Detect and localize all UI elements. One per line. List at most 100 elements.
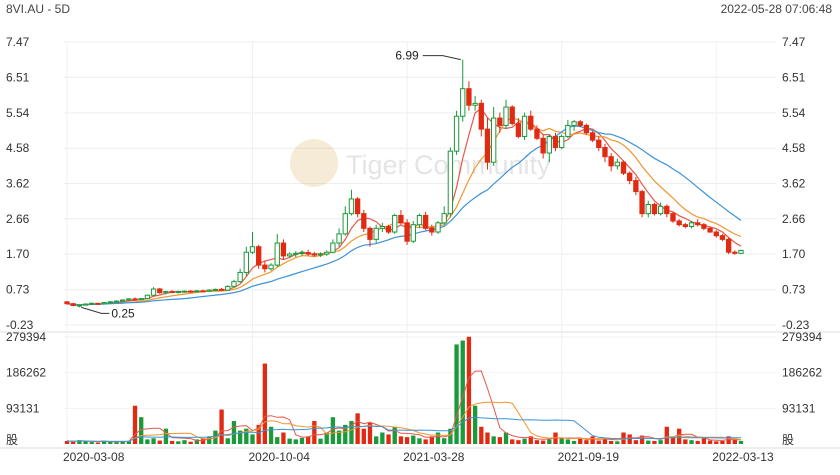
time-tick-label: 2021-09-19 — [558, 450, 620, 464]
volume-bar — [547, 439, 552, 444]
candle — [701, 222, 707, 231]
price-tick-label-left: 1.70 — [6, 247, 30, 261]
candle-body — [719, 235, 726, 240]
candle — [398, 209, 404, 225]
candle-body — [293, 252, 299, 255]
candle-body — [577, 121, 583, 126]
candle — [614, 158, 620, 170]
candle — [503, 99, 509, 130]
volume-bar — [225, 438, 230, 444]
candle-body — [676, 220, 682, 226]
volume-bar — [287, 438, 292, 444]
candle — [472, 96, 478, 111]
candle-body — [70, 303, 76, 307]
volume-bar — [244, 428, 249, 444]
candle-body — [528, 115, 534, 130]
candle — [342, 206, 348, 236]
candle — [330, 239, 336, 254]
candle — [392, 213, 398, 234]
candle — [280, 239, 287, 260]
volume-bar — [442, 438, 447, 444]
candle — [274, 233, 280, 267]
volume-bar — [262, 363, 268, 444]
volume-bar — [367, 422, 373, 444]
volume-tick-label-right: 186262 — [782, 366, 822, 380]
price-tick-label-right: 4.58 — [782, 141, 806, 155]
candle — [268, 263, 274, 271]
candle-body — [738, 249, 744, 254]
price-tick-label-right: 3.62 — [782, 177, 806, 191]
candle-body — [639, 191, 645, 215]
min-annotation-label: 0.25 — [111, 306, 135, 320]
candle — [317, 252, 324, 258]
candle-body — [342, 213, 348, 235]
candle — [676, 219, 682, 227]
volume-bar — [701, 438, 707, 444]
candle — [497, 112, 503, 133]
candle — [336, 228, 342, 247]
volume-bar — [89, 442, 94, 444]
volume-bar — [689, 440, 694, 444]
candle — [738, 249, 744, 255]
candle-body — [651, 203, 658, 215]
volume-bar — [200, 438, 206, 444]
candle-body — [571, 121, 577, 126]
volume-bar — [256, 424, 261, 444]
candle — [348, 189, 355, 216]
volume-bar — [231, 421, 237, 444]
candle — [639, 189, 645, 218]
price-tick-label-right: 0.73 — [782, 283, 806, 297]
volume-bar — [590, 436, 595, 444]
symbol-title: 8VI.AU - 5D — [6, 2, 71, 16]
candle-body — [330, 242, 336, 253]
candle — [484, 118, 491, 170]
volume-bar — [627, 434, 632, 444]
candle-body — [707, 227, 713, 233]
candle-body — [82, 303, 89, 306]
candle — [657, 202, 664, 216]
candle — [107, 301, 113, 304]
candle — [528, 110, 534, 131]
candle-body — [373, 227, 379, 240]
ma-long-line — [66, 125, 742, 306]
candle — [225, 285, 231, 291]
candle-body — [398, 214, 404, 224]
candle-body — [317, 253, 324, 256]
candle-body — [348, 198, 355, 215]
candle-body — [589, 132, 596, 141]
candle — [354, 197, 361, 218]
candle-body — [583, 124, 590, 134]
candle-body — [200, 290, 206, 293]
candle — [571, 119, 577, 131]
volume-bar — [355, 413, 360, 444]
price-tick-label-left: 5.54 — [6, 106, 30, 120]
candle — [707, 226, 713, 233]
candle-body — [645, 203, 651, 215]
candle-body — [361, 213, 367, 229]
candle-body — [453, 115, 460, 152]
volume-bar — [670, 436, 676, 444]
candle — [293, 251, 299, 258]
candle-body — [460, 88, 466, 117]
candle — [169, 290, 175, 294]
price-tick-label-left: 2.66 — [6, 212, 30, 226]
volume-bar — [732, 439, 737, 444]
candle-body — [324, 251, 330, 255]
candle-body — [515, 123, 522, 137]
candle — [490, 107, 497, 166]
candle — [577, 119, 583, 128]
candle — [237, 268, 243, 283]
candle — [385, 224, 392, 234]
candle — [324, 250, 330, 256]
candle-body — [552, 135, 559, 148]
candle — [627, 171, 633, 185]
max-annotation-line — [422, 55, 461, 61]
volume-tick-label-right: 279394 — [782, 330, 822, 344]
time-tick-label: 2021-03-28 — [403, 450, 465, 464]
volume-bar — [491, 436, 496, 444]
candle-body — [163, 291, 169, 294]
candle-body — [138, 298, 144, 301]
volume-bar — [534, 440, 540, 444]
